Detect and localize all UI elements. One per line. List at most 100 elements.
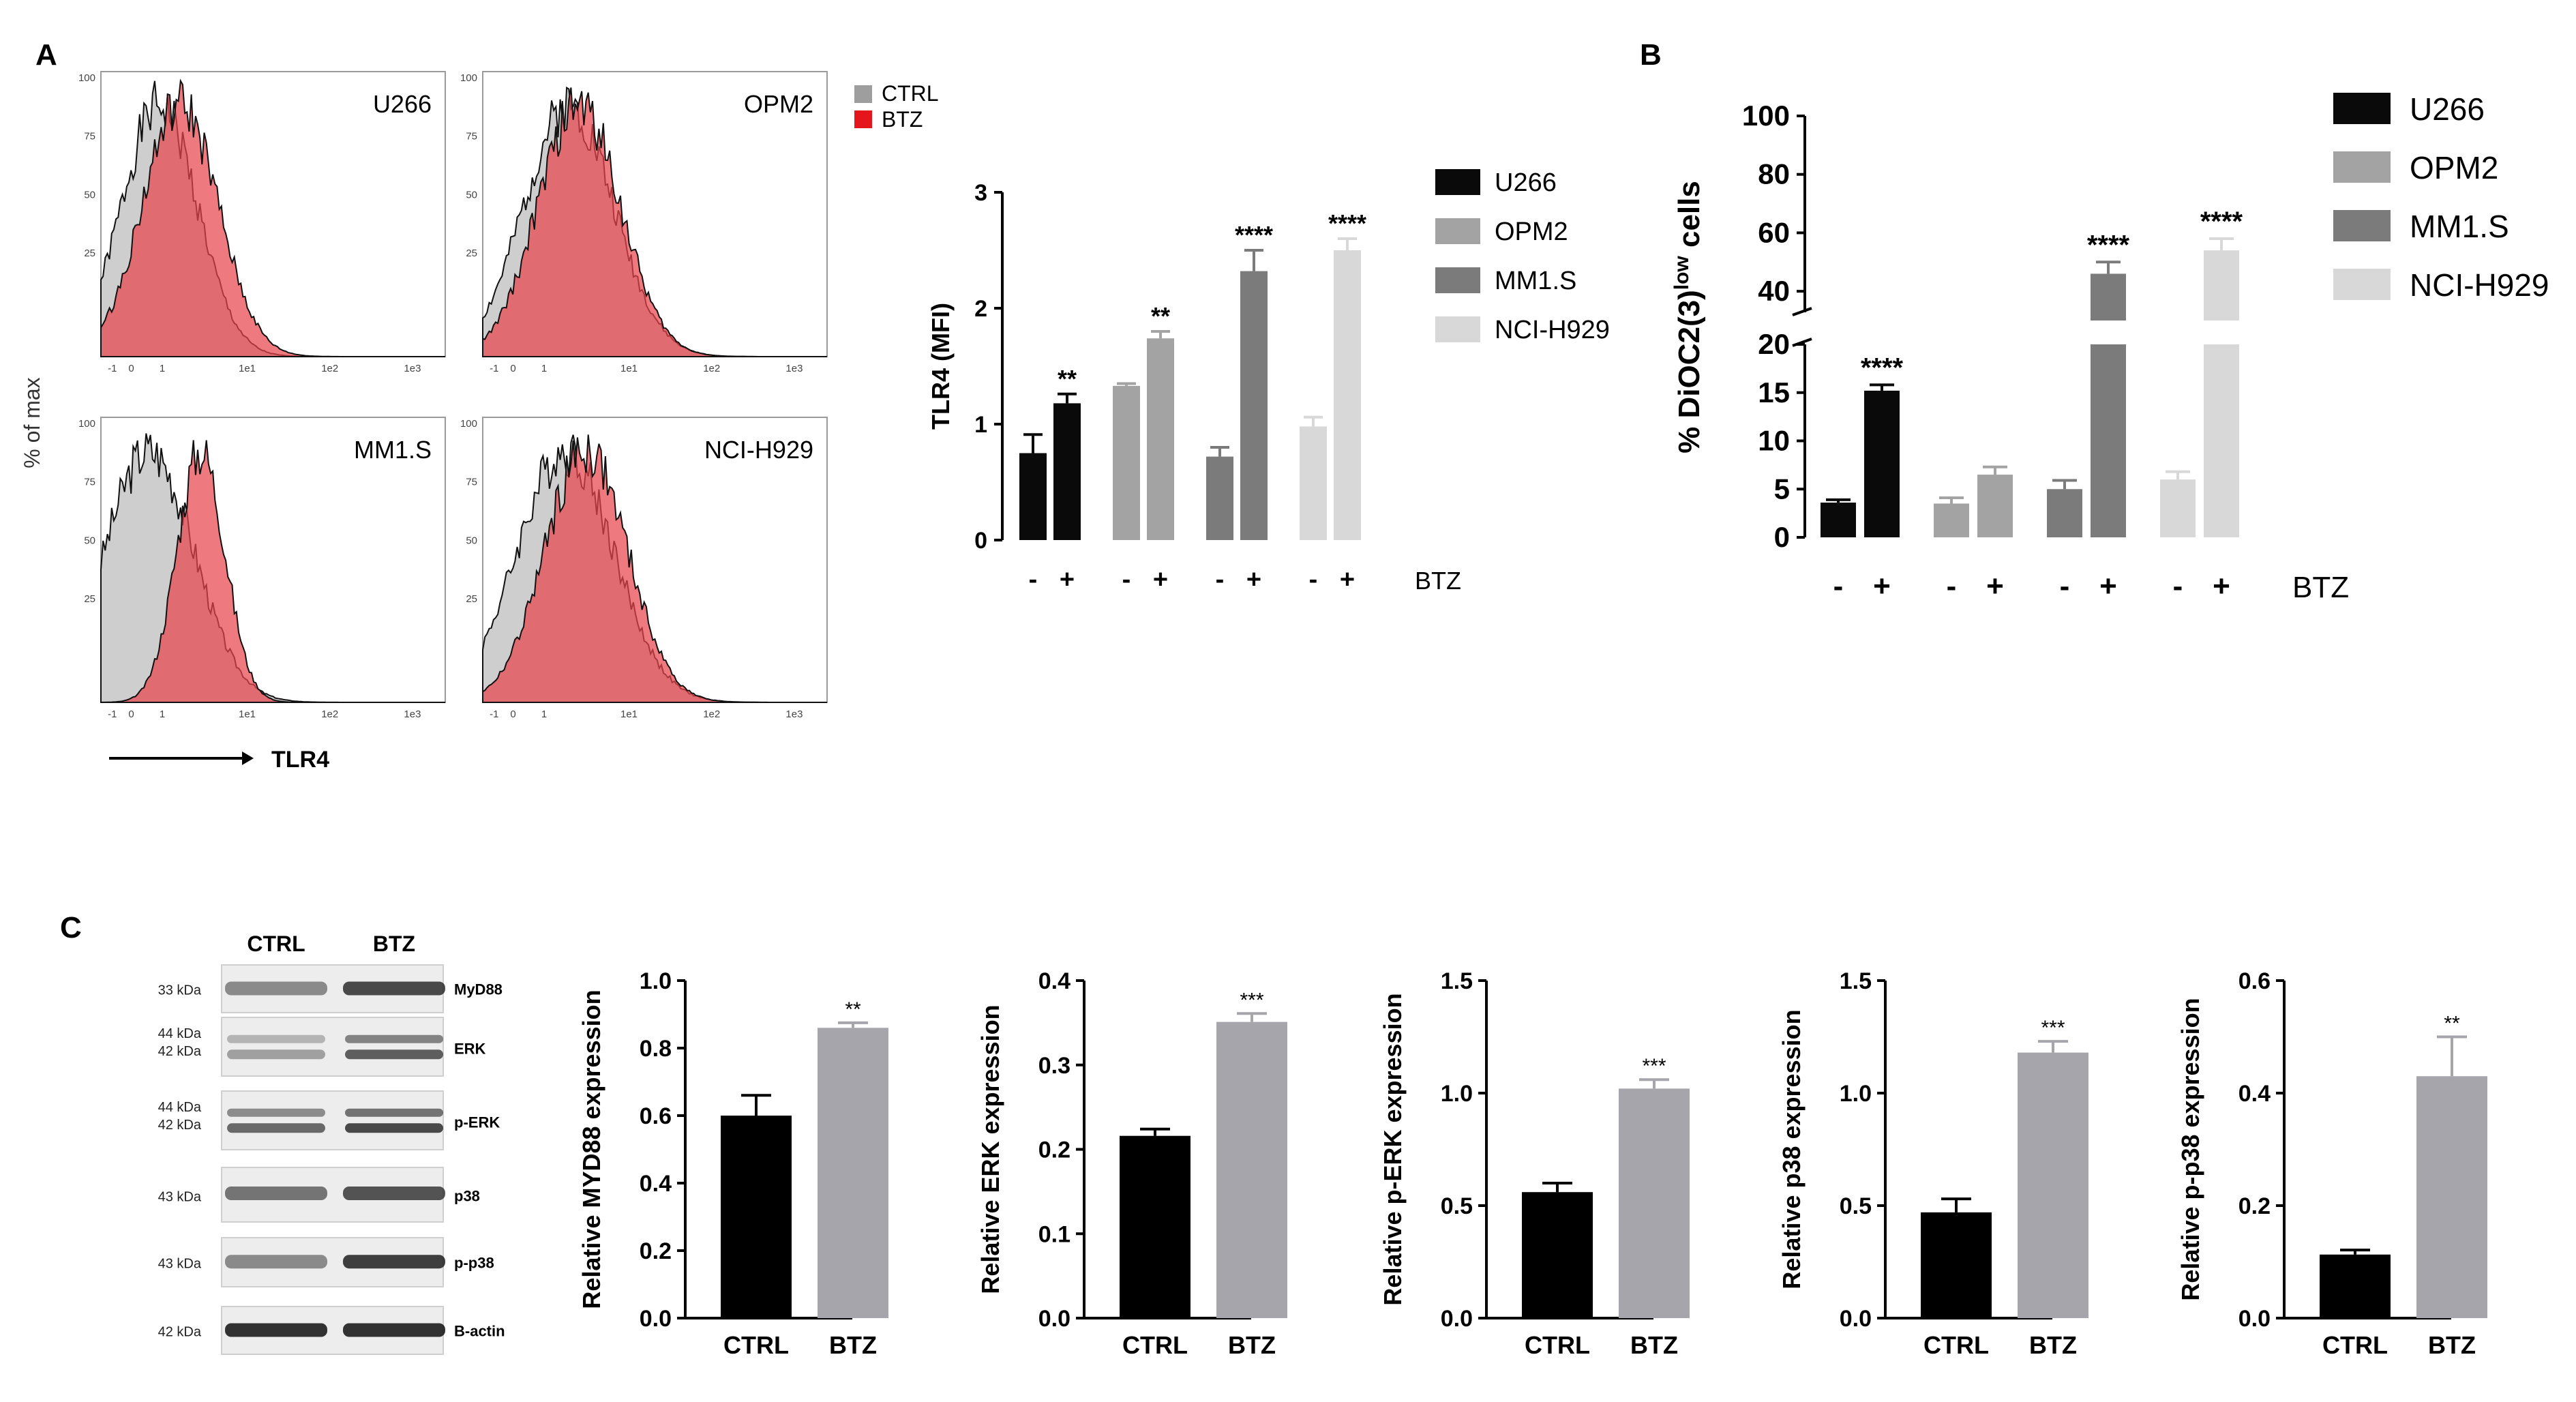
y-tick-label: 1.0 — [1840, 1081, 1872, 1107]
bar-upper-segment — [2091, 273, 2126, 320]
bar — [1864, 390, 1900, 537]
axis-break-mark — [1792, 338, 1812, 347]
histogram-xtick: 1 — [541, 363, 547, 374]
histogram-xtick: 1e1 — [239, 363, 256, 374]
y-tick-label: 0.5 — [1840, 1193, 1872, 1219]
y-tick-label: 0.0 — [1038, 1306, 1070, 1332]
bar — [1821, 503, 1856, 537]
significance-label: ** — [1151, 302, 1170, 330]
y-tick-label: 100 — [1742, 100, 1790, 132]
y-tick-label: 0 — [1774, 521, 1790, 553]
y-axis-label: % DiOC2(3)low cells — [1671, 181, 1706, 453]
treatment-label: + — [1153, 565, 1168, 594]
y-tick-label: 0.8 — [640, 1036, 672, 1062]
legend-label: U266 — [1495, 168, 1557, 197]
treatment-label: + — [2213, 569, 2230, 603]
treatment-label: + — [1340, 565, 1355, 594]
legend-swatch — [2333, 269, 2391, 300]
bar — [2018, 1052, 2088, 1318]
legend-swatch — [1435, 218, 1480, 244]
panel-label-b: B — [1640, 38, 1662, 72]
blot-header-btz: BTZ — [373, 931, 415, 956]
y-tick-label: 0.0 — [640, 1306, 672, 1332]
category-label: BTZ — [1630, 1331, 1678, 1359]
y-tick-label: 0.4 — [640, 1171, 672, 1197]
y-tick-label: 0.4 — [1038, 968, 1070, 994]
histogram-ylabel: % of max — [20, 377, 44, 468]
bar — [1113, 385, 1140, 540]
expression-charts: 0.0 0.2 0.4 0.6 0.8 1.0 Relative MYD88 express… — [578, 968, 2487, 1359]
category-label: BTZ — [1228, 1331, 1276, 1359]
histogram-xtick: -1 — [108, 363, 117, 374]
histogram-xtick: 1e1 — [620, 709, 638, 720]
bar-lower-segment — [2091, 344, 2126, 537]
histogram-xtick: 1e3 — [785, 709, 803, 720]
y-tick-label: 1.5 — [1441, 968, 1473, 994]
histogram-cell-line: OPM2 — [744, 90, 813, 118]
blot-band — [225, 1323, 327, 1337]
histogram-xtick: -1 — [490, 363, 498, 374]
treatment-label: - — [1947, 569, 1957, 603]
category-label: BTZ — [2428, 1331, 2476, 1359]
histogram-xtick: -1 — [108, 709, 117, 720]
bar — [2416, 1076, 2487, 1318]
legend-swatch — [1435, 267, 1480, 293]
histogram-ytick: 25 — [466, 248, 477, 259]
legend-swatch — [1435, 316, 1480, 342]
y-axis-label: Relative MYD88 expression — [578, 989, 605, 1309]
y-axis-label-superscript: low — [1671, 256, 1693, 290]
histogram-xtick: 1 — [541, 709, 547, 720]
histogram-xtick: 1e3 — [404, 709, 421, 720]
treatment-label: - — [2060, 569, 2070, 603]
y-tick-label: 20 — [1758, 328, 1790, 360]
significance-label: *** — [2041, 1017, 2065, 1039]
histogram-ytick: 50 — [466, 189, 477, 200]
significance-label: ** — [2444, 1013, 2460, 1035]
blot-strip — [221, 1017, 444, 1077]
y-tick-label: 0.2 — [1038, 1137, 1070, 1163]
blot-protein-label: p-p38 — [454, 1255, 494, 1272]
bar-lower-segment — [2204, 344, 2239, 537]
category-label: BTZ — [829, 1331, 877, 1359]
category-label: CTRL — [2322, 1331, 2388, 1359]
legend-label: OPM2 — [1495, 218, 1568, 246]
histogram-panel: 100 75 50 25 -1 0 1 1e1 1e2 1e3 U266 — [78, 71, 446, 374]
legend-swatch-btz — [854, 110, 872, 128]
category-label: CTRL — [1923, 1331, 1989, 1359]
panel-label-c: C — [60, 911, 82, 944]
blot-kda-label: 33 kDa — [158, 983, 202, 998]
y-tick-label: 0.0 — [2238, 1306, 2271, 1332]
expression-chart-erk: 0.0 0.1 0.2 0.3 0.4 Relative ERK expression CT… — [976, 968, 1287, 1359]
blot-kda-label: 42 kDa — [158, 1118, 202, 1133]
y-axis-label: TLR4 (MFI) — [927, 303, 955, 430]
histogram-xlabel: TLR4 — [271, 747, 329, 773]
blot-protein-label: B-actin — [454, 1322, 505, 1339]
blot-band — [225, 981, 327, 996]
legend-swatch — [2333, 93, 2391, 124]
bar — [1334, 250, 1361, 540]
y-tick-label: 0.4 — [2238, 1081, 2271, 1107]
bar — [1019, 453, 1047, 540]
histogram-xtick: 1e2 — [321, 709, 338, 720]
histogram-ytick: 25 — [84, 593, 95, 605]
y-tick-label: 40 — [1758, 275, 1790, 307]
y-tick-label: 1 — [974, 412, 987, 438]
histogram-ytick: 75 — [466, 131, 477, 143]
histogram-ytick: 100 — [78, 418, 95, 430]
histogram-xtick: 0 — [128, 709, 134, 720]
expression-chart-perk: 0.0 0.5 1.0 1.5 Relative p-ERK expression CTR… — [1379, 968, 1690, 1359]
histogram-xtick: 0 — [510, 709, 515, 720]
y-tick-label: 0.6 — [2238, 968, 2271, 994]
treatment-label: - — [1833, 569, 1844, 603]
histogram-xtick: 0 — [510, 363, 515, 374]
bar — [1206, 456, 1233, 540]
bar — [2160, 479, 2196, 537]
y-tick-label: 80 — [1758, 158, 1790, 190]
treatment-label: + — [1060, 565, 1075, 594]
histogram-xtick: 1e1 — [239, 709, 256, 720]
y-tick-label: 0.5 — [1441, 1193, 1473, 1219]
btz-histogram — [482, 434, 827, 703]
blot-protein-label: p38 — [454, 1188, 480, 1205]
y-tick-label: 0.2 — [640, 1238, 672, 1264]
